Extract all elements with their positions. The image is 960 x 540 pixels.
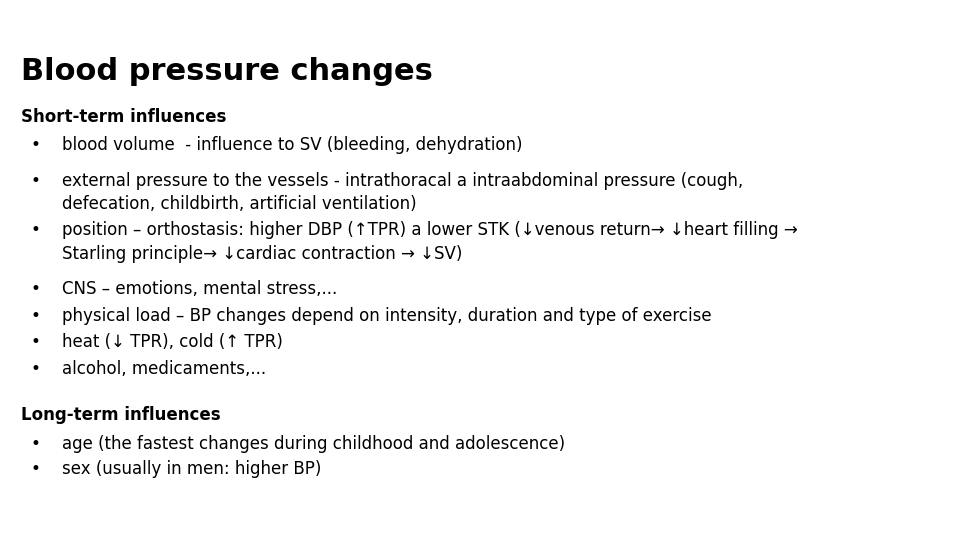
Text: •: •	[31, 360, 40, 377]
Text: Blood pressure changes: Blood pressure changes	[21, 57, 433, 86]
Text: •: •	[31, 307, 40, 325]
Text: •: •	[31, 280, 40, 298]
Text: •: •	[31, 435, 40, 453]
Text: external pressure to the vessels - intrathoracal a intraabdominal pressure (coug: external pressure to the vessels - intra…	[62, 172, 744, 213]
Text: heat (↓ TPR), cold (↑ TPR): heat (↓ TPR), cold (↑ TPR)	[62, 333, 283, 351]
Text: Short-term influences: Short-term influences	[21, 108, 227, 126]
Text: position – orthostasis: higher DBP (↑TPR) a lower STK (↓venous return→ ↓heart fi: position – orthostasis: higher DBP (↑TPR…	[62, 221, 798, 263]
Text: •: •	[31, 333, 40, 351]
Text: sex (usually in men: higher BP): sex (usually in men: higher BP)	[62, 460, 322, 478]
Text: •: •	[31, 136, 40, 154]
Text: blood volume  - influence to SV (bleeding, dehydration): blood volume - influence to SV (bleeding…	[62, 136, 523, 154]
Text: •: •	[31, 221, 40, 239]
Text: •: •	[31, 172, 40, 190]
Text: Long-term influences: Long-term influences	[21, 406, 221, 424]
Text: physical load – BP changes depend on intensity, duration and type of exercise: physical load – BP changes depend on int…	[62, 307, 712, 325]
Text: •: •	[31, 460, 40, 478]
Text: alcohol, medicaments,...: alcohol, medicaments,...	[62, 360, 267, 377]
Text: age (the fastest changes during childhood and adolescence): age (the fastest changes during childhoo…	[62, 435, 565, 453]
Text: CNS – emotions, mental stress,...: CNS – emotions, mental stress,...	[62, 280, 338, 298]
